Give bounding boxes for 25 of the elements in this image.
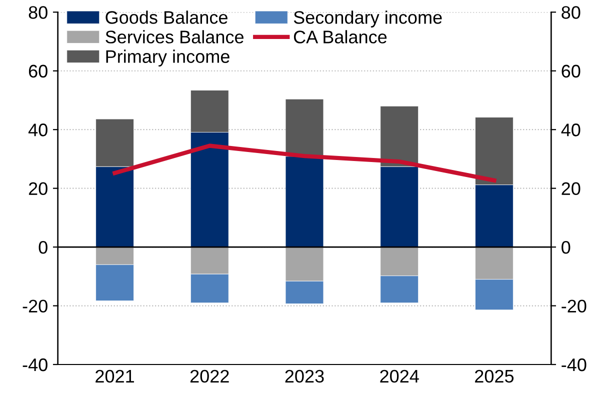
x-tick-label: 2023: [285, 370, 324, 383]
y2-tick-label: 0: [562, 240, 570, 254]
y-tick-label: 20: [28, 182, 48, 196]
y-tick-label: 40: [28, 124, 48, 136]
line-series: [112, 144, 496, 182]
legend-label: Secondary income: [294, 10, 442, 28]
x-tick-label: 2021: [96, 370, 134, 383]
y-tick-label: -40: [22, 358, 48, 372]
y-tick-label: 60: [28, 64, 48, 78]
legend-label: CA Balance: [294, 30, 387, 44]
y-tick-label: 80: [28, 6, 48, 19]
y2-tick-label: -20: [562, 300, 586, 312]
y2-tick-label: -40: [562, 358, 586, 372]
legend-label: Services Balance: [106, 30, 244, 44]
x-tick-label: 2024: [380, 370, 419, 383]
y2-tick-label: 80: [562, 6, 580, 19]
legend-label: Primary income: [106, 50, 230, 67]
y2-tick-label: 40: [561, 124, 580, 136]
y-tick-label: 0: [38, 240, 48, 254]
y2-tick-label: 20: [562, 182, 580, 196]
y2-tick-label: 60: [562, 64, 580, 78]
x-tick-label: 2022: [190, 370, 229, 383]
y-tick-label: -20: [22, 300, 48, 312]
x-tick-label: 2025: [475, 370, 514, 383]
legend-label: Goods Balance: [106, 10, 228, 24]
